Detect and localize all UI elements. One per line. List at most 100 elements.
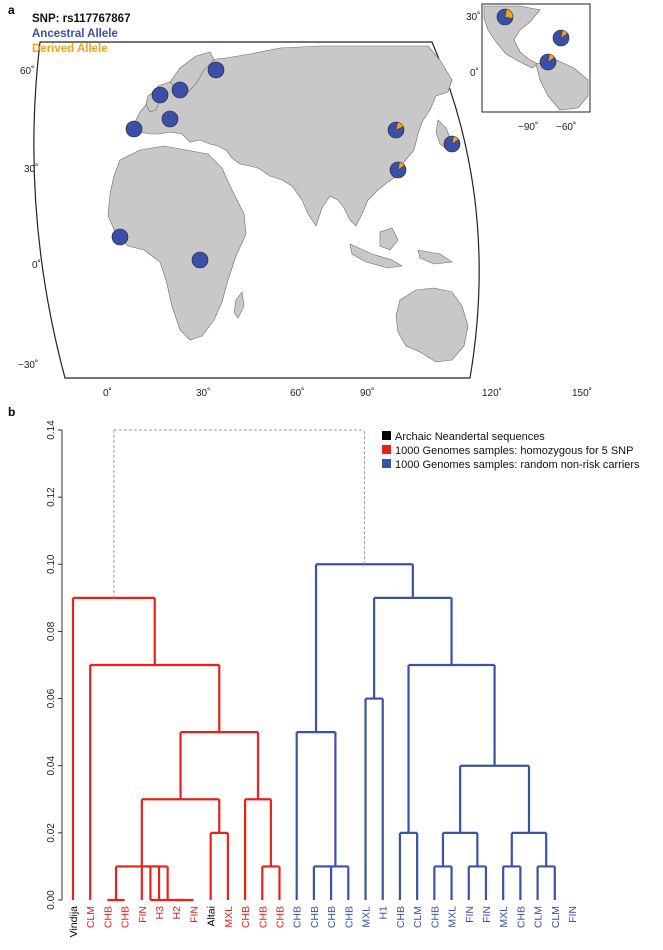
derived-allele-label: Derived Allele	[32, 43, 108, 55]
pie-colombia-derived	[547, 53, 555, 63]
leaf-label: CLM	[85, 906, 97, 928]
dendro-link	[502, 865, 522, 900]
lon-tick-150: 150˚	[572, 387, 592, 399]
pie-scotland-ancestral	[151, 86, 169, 104]
lon-tick-90: 90˚	[360, 387, 374, 399]
y-tick-label: 0.14	[46, 420, 57, 440]
world-map: 60˚ 30˚ 0˚ −30˚ 0˚ 30˚ 60˚ 90˚ 120˚ 150˚	[18, 41, 592, 399]
pie-south-china-derived	[397, 161, 405, 171]
lon-tick-30: 30˚	[196, 387, 210, 399]
leaf-label: CHB	[326, 906, 338, 928]
dendro-link	[433, 865, 453, 900]
y-tick-label: 0.06	[46, 688, 57, 708]
dendro-link	[467, 865, 488, 900]
legend-label-risk: 1000 Genomes samples: homozygous for 5 S…	[395, 445, 633, 457]
pie-caribbean	[552, 29, 570, 47]
leaf-label: H1	[378, 906, 390, 920]
pie-east-africa	[191, 251, 209, 269]
dendro-link	[407, 663, 496, 833]
pie-mexico-derived	[504, 8, 514, 19]
dendro-link	[209, 831, 229, 900]
land-new-guinea	[417, 249, 453, 265]
leaf-label: H2	[171, 906, 183, 920]
leaf-label: H3	[154, 906, 166, 920]
dendrogram-legend: Archaic Neandertal sequences 1000 Genome…	[382, 431, 640, 471]
pie-caribbean-derived	[560, 29, 568, 39]
americas-inset: 30˚ 0˚ −90˚ −60˚	[466, 3, 591, 133]
dendro-link	[322, 865, 350, 900]
legend-label-archaic: Archaic Neandertal sequences	[395, 431, 545, 443]
dendro-link	[140, 798, 221, 867]
leaf-label: CHB	[309, 906, 321, 928]
leaf-label: CHB	[343, 906, 355, 928]
dendro-link	[459, 764, 531, 833]
lat-tick-60: 60˚	[20, 65, 34, 77]
y-tick-label: 0.00	[46, 890, 57, 910]
pie-finland	[171, 81, 189, 99]
dendro-link	[312, 865, 333, 900]
dendro-link	[261, 865, 281, 900]
dendro-link	[510, 831, 548, 867]
lat-tick-30: 30˚	[24, 163, 38, 175]
dendro-link	[364, 697, 384, 900]
leaf-label: CHB	[274, 906, 286, 928]
y-tick-label: 0.10	[46, 554, 57, 574]
dendro-link	[373, 596, 453, 699]
inset-lon-tick-m90: −90˚	[518, 121, 538, 133]
leaf-label: MXL	[223, 906, 235, 928]
dendro-link	[243, 798, 272, 900]
pie-finland-ancestral	[171, 81, 189, 99]
y-tick-label: 0.04	[46, 756, 57, 776]
dendro-link	[179, 731, 260, 800]
leaf-label: MXL	[361, 906, 373, 928]
leaf-label: CHB	[515, 906, 527, 928]
leaf-label: MXL	[498, 906, 510, 928]
lon-tick-120: 120˚	[482, 387, 502, 399]
leaf-label: CLM	[550, 906, 562, 928]
y-tick-label: 0.08	[46, 621, 57, 641]
panel-a-letter: a	[8, 3, 15, 17]
inset-lat-tick-0: 0˚	[470, 67, 479, 79]
dendrogram	[71, 429, 556, 902]
ancestral-allele-label: Ancestral Allele	[32, 28, 118, 40]
lon-tick-0: 0˚	[103, 387, 112, 399]
legend-swatch-archaic	[382, 431, 391, 440]
panel-b-letter: b	[8, 405, 15, 419]
land-indonesia	[349, 243, 403, 269]
lat-tick-m30: −30˚	[18, 359, 38, 371]
inset-lat-tick-30: 30˚	[466, 11, 480, 23]
leaf-label: FIN	[464, 906, 476, 923]
leaf-label: FIN	[188, 906, 200, 923]
leaf-label: CHB	[120, 906, 132, 928]
pie-scotland	[151, 86, 169, 104]
leaf-label: MXL	[447, 906, 459, 928]
pie-britain-ancestral	[125, 120, 143, 138]
pie-japan	[443, 135, 461, 153]
pie-sweden	[207, 61, 225, 79]
leaf-label: Altai	[206, 906, 218, 926]
land-australia	[395, 287, 469, 363]
dendro-link	[398, 831, 419, 900]
root-link	[113, 429, 365, 598]
leaf-label: FIN	[137, 906, 149, 923]
pie-west-africa	[111, 228, 129, 246]
pie-west-africa-ancestral	[111, 228, 129, 246]
legend-label-nonrisk: 1000 Genomes samples: random non-risk ca…	[395, 459, 640, 471]
pie-colombia	[539, 53, 557, 71]
allele-pies	[111, 8, 570, 269]
pie-beijing-derived	[395, 121, 404, 131]
pie-iberia	[161, 110, 179, 128]
leaf-label: CHB	[429, 906, 441, 928]
pie-japan-derived	[451, 135, 459, 145]
land-madagascar	[233, 291, 245, 319]
legend-swatch-risk	[382, 445, 391, 454]
lon-tick-60: 60˚	[290, 387, 304, 399]
lat-tick-0: 0˚	[32, 259, 41, 271]
dendro-link	[89, 663, 221, 900]
leaf-label: FIN	[481, 906, 493, 923]
leaf-label: FIN	[567, 906, 579, 923]
dendrogram-y-axis: 0.00 0.02 0.04 0.06 0.08 0.10 0.12 0.14	[46, 420, 63, 910]
pie-beijing	[387, 121, 405, 139]
leaf-label: Vindija	[68, 906, 80, 937]
